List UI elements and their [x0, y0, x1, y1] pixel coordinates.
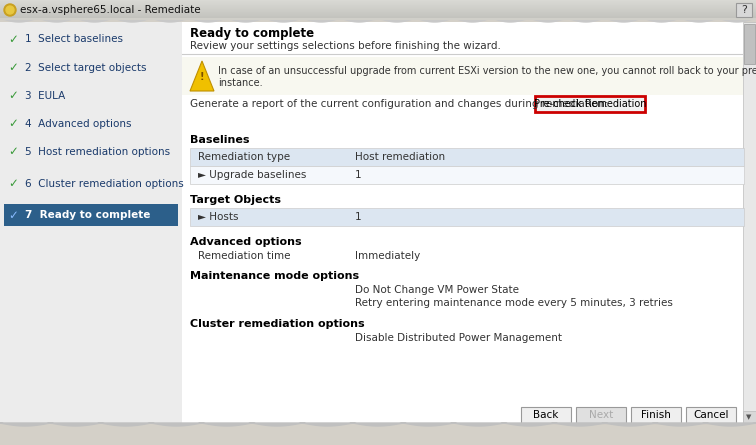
Bar: [0, 1, 756, 2]
Text: Cancel: Cancel: [693, 410, 729, 420]
Bar: [0, 9, 756, 10]
Bar: [521, 407, 571, 423]
Bar: [190, 166, 744, 184]
Bar: [0, 8, 756, 9]
Bar: [0, 22, 182, 423]
Text: Baselines: Baselines: [190, 135, 249, 145]
Text: Back: Back: [533, 410, 559, 420]
Bar: [736, 3, 752, 17]
Bar: [0, 2, 756, 3]
Text: Do Not Change VM Power State: Do Not Change VM Power State: [355, 285, 519, 295]
Text: ▼: ▼: [746, 414, 751, 420]
Text: Next: Next: [589, 410, 613, 420]
Bar: [743, 411, 756, 423]
Text: 5  Host remediation options: 5 Host remediation options: [25, 147, 170, 157]
Bar: [0, 13, 756, 14]
Text: 1: 1: [355, 212, 361, 222]
Text: 4  Advanced options: 4 Advanced options: [25, 119, 132, 129]
Circle shape: [6, 6, 14, 14]
Bar: [0, 5, 756, 6]
Text: ► Upgrade baselines: ► Upgrade baselines: [198, 170, 306, 180]
Text: Retry entering maintenance mode every 5 minutes, 3 retries: Retry entering maintenance mode every 5 …: [355, 298, 673, 308]
Text: Remediation time: Remediation time: [198, 251, 290, 261]
Text: Immediately: Immediately: [355, 251, 420, 261]
Bar: [190, 148, 744, 166]
Text: Cluster remediation options: Cluster remediation options: [190, 319, 364, 329]
Polygon shape: [190, 61, 214, 91]
Bar: [631, 407, 681, 423]
Text: ► Hosts: ► Hosts: [198, 212, 238, 222]
Text: !: !: [200, 72, 204, 82]
Bar: [190, 208, 744, 226]
Bar: [576, 407, 626, 423]
Bar: [182, 22, 744, 423]
Text: Review your settings selections before finishing the wizard.: Review your settings selections before f…: [190, 41, 501, 51]
Bar: [0, 6, 756, 7]
Text: Disable Distributed Power Management: Disable Distributed Power Management: [355, 333, 562, 343]
Text: ✓: ✓: [8, 178, 18, 190]
Text: Host remediation: Host remediation: [355, 152, 445, 162]
Text: ✓: ✓: [8, 146, 18, 158]
Bar: [0, 11, 756, 12]
Bar: [0, 16, 756, 17]
Text: 1  Select baselines: 1 Select baselines: [25, 34, 123, 44]
Text: Ready to complete: Ready to complete: [190, 27, 314, 40]
Circle shape: [4, 4, 16, 16]
Bar: [744, 24, 755, 64]
Text: 6  Cluster remediation options: 6 Cluster remediation options: [25, 179, 184, 189]
Text: Remediation type: Remediation type: [198, 152, 290, 162]
Bar: [0, 4, 756, 5]
Bar: [0, 423, 756, 445]
Bar: [0, 14, 756, 15]
Bar: [182, 57, 743, 95]
Text: 7  Ready to complete: 7 Ready to complete: [25, 210, 150, 220]
Text: Advanced options: Advanced options: [190, 237, 302, 247]
Text: ✓: ✓: [8, 209, 18, 222]
Text: ✓: ✓: [8, 61, 18, 74]
Text: ✓: ✓: [8, 117, 18, 130]
Text: instance.: instance.: [218, 78, 262, 88]
Text: ✓: ✓: [8, 32, 18, 45]
Text: 1: 1: [355, 170, 361, 180]
Bar: [0, 0, 756, 20]
Text: Generate a report of the current configuration and changes during remediation:: Generate a report of the current configu…: [190, 99, 609, 109]
Bar: [0, 17, 756, 18]
Text: ?: ?: [741, 5, 747, 15]
Bar: [4, 204, 178, 226]
Bar: [0, 10, 756, 11]
Bar: [686, 407, 736, 423]
Text: In case of an unsuccessful upgrade from current ESXi version to the new one, you: In case of an unsuccessful upgrade from …: [218, 66, 756, 76]
Bar: [535, 96, 645, 112]
Text: esx-a.vsphere65.local - Remediate: esx-a.vsphere65.local - Remediate: [20, 5, 200, 15]
Bar: [0, 12, 756, 13]
Text: ✓: ✓: [8, 89, 18, 102]
Text: Finish: Finish: [641, 410, 671, 420]
Bar: [743, 22, 756, 423]
Text: 3  EULA: 3 EULA: [25, 91, 65, 101]
Bar: [0, 15, 756, 16]
Text: 2  Select target objects: 2 Select target objects: [25, 63, 147, 73]
Text: Pre-check Remediation: Pre-check Remediation: [534, 99, 646, 109]
Bar: [0, 7, 756, 8]
Text: Maintenance mode options: Maintenance mode options: [190, 271, 359, 281]
Text: Target Objects: Target Objects: [190, 195, 281, 205]
Bar: [0, 0, 756, 1]
Bar: [0, 3, 756, 4]
